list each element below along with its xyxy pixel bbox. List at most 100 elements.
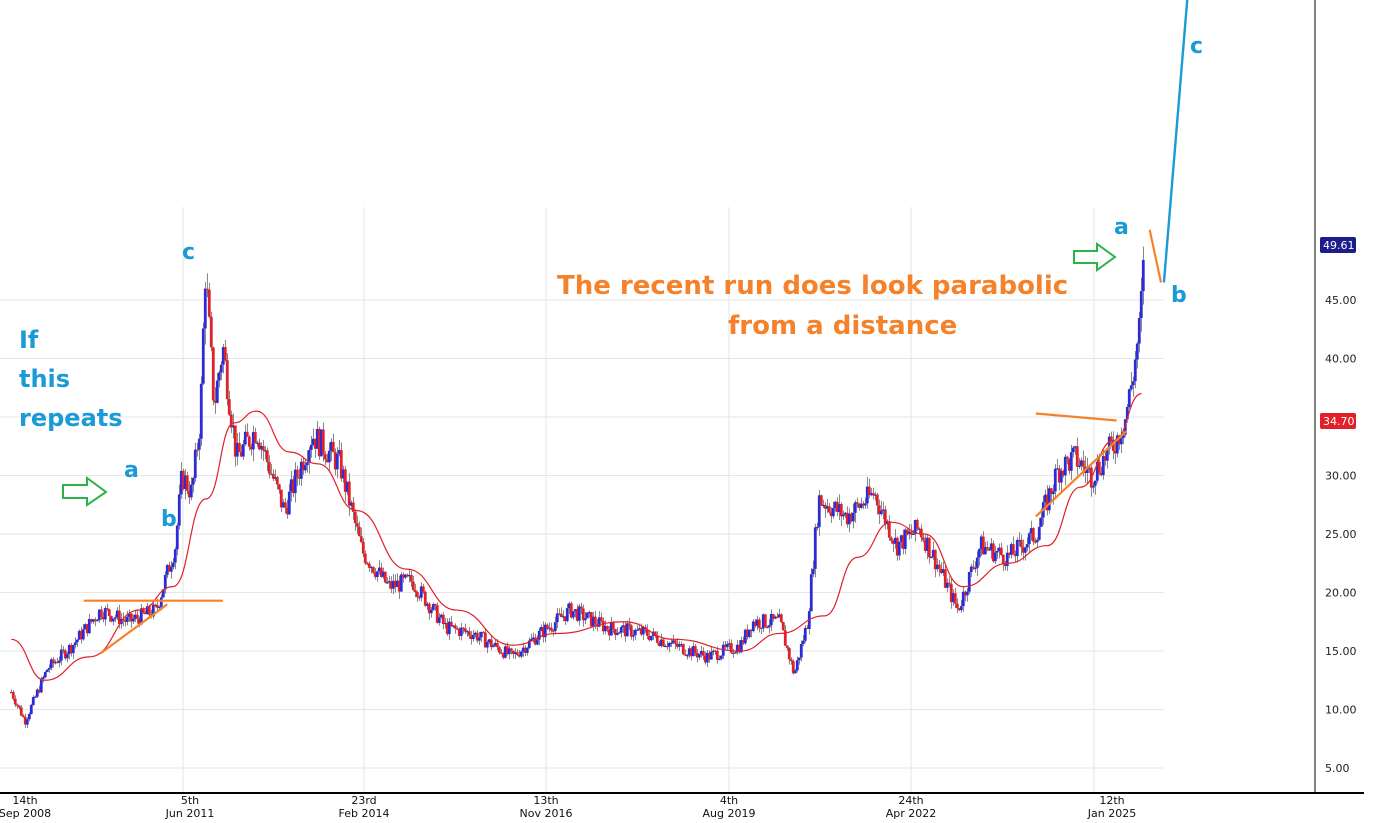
candle-body [79,630,83,640]
candle-body [1035,539,1039,543]
candle-body [123,620,127,622]
candle-body [1061,470,1065,476]
candle-body [813,527,817,569]
candle-body [1015,540,1019,557]
candle-body [181,470,185,489]
candle-body [553,622,557,631]
candle-body [773,616,777,619]
candle-body [649,635,653,641]
candle-body [675,643,679,647]
candle-body [1065,456,1069,460]
candle-body [407,574,411,577]
candle-body [1045,494,1049,511]
candle-body [277,484,281,490]
candle-body [695,652,699,658]
candle-body [767,625,771,628]
candle-body [271,473,275,479]
candle-body [1077,465,1081,467]
candle-body [889,537,893,541]
candle-body [185,475,189,491]
candle-body [19,707,23,716]
trendline-right-resistance [1035,412,1117,422]
candle-body [389,581,393,589]
candle-body [33,696,37,698]
candle-body [887,521,891,538]
candle-body [57,660,61,663]
candle-body [429,609,433,614]
candle-body [423,591,427,606]
candle-body [963,591,967,596]
x-tick-month-year: Sep 2008 [0,807,51,820]
candle-body [45,669,49,672]
candle-body [671,640,675,643]
candle-body [943,569,947,588]
candle-body [367,563,371,568]
candle-body [1097,461,1101,473]
candle-body [881,509,885,511]
candle-body [163,574,167,590]
candle-body [1031,528,1035,542]
candle-body [347,481,351,506]
candle-body [829,512,833,517]
candle-body [901,535,905,549]
candle-body [917,528,921,530]
candle-body [597,617,601,627]
candle-body [685,655,689,657]
candle-body [539,627,543,631]
candle-body [523,647,527,653]
candle-body [297,477,301,479]
candle-body [591,616,595,627]
candle-body [323,454,327,460]
candle-body [835,501,839,513]
candle-body [815,526,819,529]
candle-body [337,450,341,454]
candle-body [145,606,149,615]
last-price-badge: 49.61 [1320,237,1356,253]
candle-body [457,628,461,636]
candle-body [291,479,295,494]
candle-body [641,626,645,635]
candle-body [557,613,561,615]
candle-body [435,605,439,623]
candle-body [611,622,615,630]
candle-body [717,658,721,661]
candle-body [285,507,289,515]
candle-body [961,591,965,607]
trendline-left-support [99,603,168,655]
x-tick-month-year: Nov 2016 [520,807,573,820]
wave-label-right-a: a [1114,215,1129,240]
candle-body [693,646,697,653]
y-tick-label: 10.00 [1325,704,1357,717]
candle-body [309,444,313,450]
candle-body [125,616,129,622]
candle-body [489,639,493,648]
candle-body [821,504,825,507]
candle-body [1049,488,1053,495]
candle-body [395,580,399,587]
candle-body [193,449,197,478]
candle-body [983,547,987,555]
candle-body [765,626,769,628]
candle-body [65,653,69,659]
candle-body [529,639,533,641]
candle-body [223,347,227,361]
candle-body [301,461,305,471]
candle-body [635,629,639,631]
candle-body [21,715,25,717]
candle-body [959,606,963,611]
candle-body [987,548,991,551]
candle-body [103,608,107,620]
candle-body [921,537,925,541]
candle-body [521,647,525,652]
candle-body [187,490,191,498]
candle-body [957,608,961,611]
candle-body [363,553,367,564]
candle-body [197,438,201,450]
candle-body [939,568,943,573]
candle-body [415,592,419,598]
candle-body [13,698,17,705]
candle-body [295,469,299,478]
candle-body [1005,552,1009,567]
y-tick-label: 25.00 [1325,528,1357,541]
candle-body [629,625,633,637]
